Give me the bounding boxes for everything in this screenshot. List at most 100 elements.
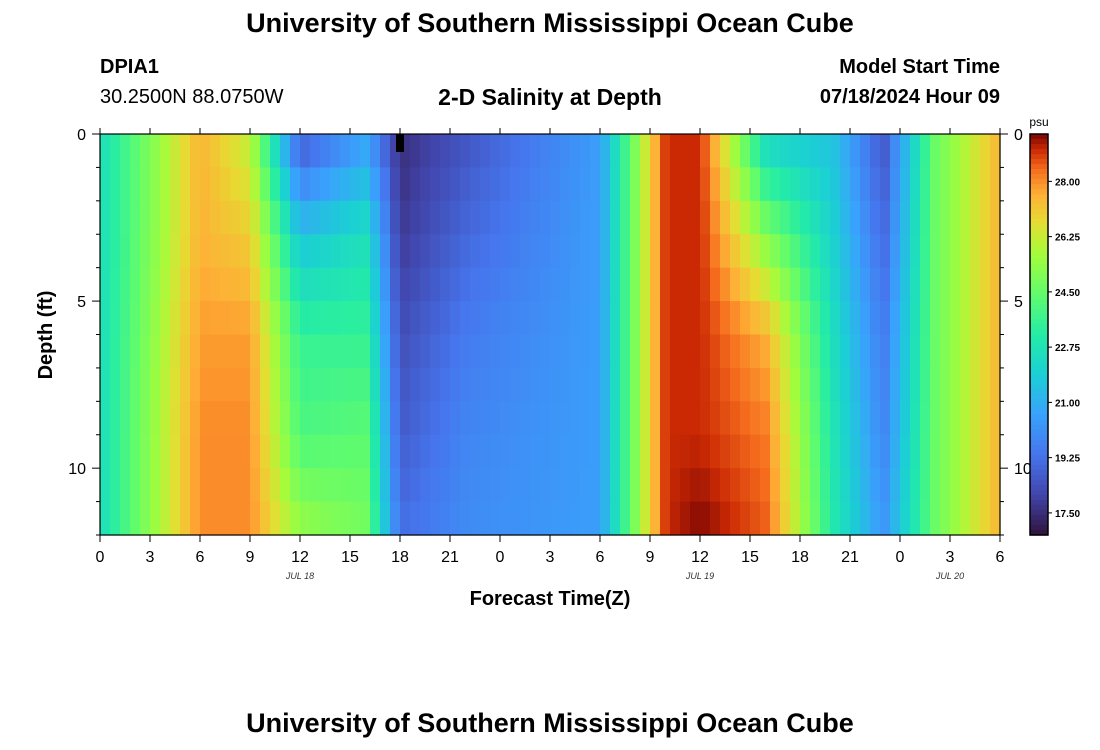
heatmap-cell bbox=[920, 334, 931, 369]
heatmap-cell bbox=[770, 367, 781, 402]
heatmap-cell bbox=[710, 134, 721, 169]
heatmap-cell bbox=[550, 200, 561, 235]
heatmap-cell bbox=[100, 434, 111, 469]
heatmap-cell bbox=[880, 434, 891, 469]
heatmap-cell bbox=[920, 468, 931, 503]
heatmap-cell bbox=[500, 367, 511, 402]
colorbar-segment bbox=[1030, 189, 1048, 195]
heatmap-cell bbox=[650, 434, 661, 469]
heatmap-cell bbox=[850, 234, 861, 269]
heatmap-cell bbox=[750, 501, 761, 536]
heatmap-cell bbox=[680, 200, 691, 235]
heatmap-cell bbox=[700, 334, 711, 369]
heatmap-cell bbox=[660, 200, 671, 235]
heatmap-cell bbox=[260, 200, 271, 235]
heatmap-cell bbox=[860, 334, 871, 369]
heatmap-cell bbox=[260, 134, 271, 169]
x-tick-label: 15 bbox=[741, 549, 759, 566]
heatmap-cell bbox=[190, 200, 201, 235]
heatmap-cell bbox=[750, 401, 761, 436]
heatmap-cell bbox=[200, 401, 211, 436]
colorbar-segment bbox=[1030, 369, 1048, 376]
heatmap-cell bbox=[180, 434, 191, 469]
heatmap-cell bbox=[750, 234, 761, 269]
heatmap-cell bbox=[870, 434, 881, 469]
heatmap-cell bbox=[230, 367, 241, 402]
heatmap-cell bbox=[220, 167, 231, 202]
heatmap-cell bbox=[920, 367, 931, 402]
colorbar-segment bbox=[1030, 234, 1048, 240]
heatmap-cell bbox=[160, 234, 171, 269]
heatmap-cell bbox=[720, 334, 731, 369]
heatmap-cell bbox=[720, 267, 731, 302]
heatmap-cell bbox=[330, 200, 341, 235]
heatmap-cell bbox=[920, 167, 931, 202]
heatmap-cell bbox=[730, 367, 741, 402]
heatmap-cell bbox=[660, 334, 671, 369]
heatmap-cell bbox=[100, 367, 111, 402]
heatmap-cell bbox=[240, 234, 251, 269]
heatmap-cell bbox=[970, 267, 981, 302]
heatmap-cell bbox=[260, 501, 271, 536]
heatmap-cell bbox=[740, 167, 751, 202]
heatmap-cell bbox=[180, 301, 191, 336]
heatmap-cell bbox=[320, 234, 331, 269]
heatmap-cell bbox=[300, 468, 311, 503]
heatmap-cell bbox=[570, 401, 581, 436]
heatmap-cell bbox=[400, 434, 411, 469]
heatmap-cell bbox=[330, 434, 341, 469]
heatmap-cell bbox=[200, 468, 211, 503]
heatmap-cell bbox=[590, 501, 601, 536]
heatmap-cell bbox=[150, 334, 161, 369]
heatmap-cell bbox=[630, 468, 641, 503]
heatmap-cell bbox=[320, 267, 331, 302]
heatmap-cell bbox=[980, 134, 991, 169]
heatmap-cell bbox=[650, 134, 661, 169]
heatmap-cell bbox=[590, 468, 601, 503]
heatmap-cell bbox=[760, 301, 771, 336]
heatmap-cell bbox=[410, 334, 421, 369]
colorbar-segment bbox=[1030, 479, 1048, 486]
heatmap-cell bbox=[390, 468, 401, 503]
heatmap-cell bbox=[520, 134, 531, 169]
heatmap-cell bbox=[380, 301, 391, 336]
heatmap-cell bbox=[350, 367, 361, 402]
heatmap-cell bbox=[190, 334, 201, 369]
heatmap-cell bbox=[290, 401, 301, 436]
heatmap-cell bbox=[240, 401, 251, 436]
heatmap-cell bbox=[510, 134, 521, 169]
heatmap-cell bbox=[710, 434, 721, 469]
heatmap-cell bbox=[750, 367, 761, 402]
heatmap-cell bbox=[210, 468, 221, 503]
heatmap-cell bbox=[410, 267, 421, 302]
heatmap-cell bbox=[770, 267, 781, 302]
heatmap-cell bbox=[360, 334, 371, 369]
heatmap-cell bbox=[540, 334, 551, 369]
heatmap-cell bbox=[410, 434, 421, 469]
heatmap-cell bbox=[750, 468, 761, 503]
heatmap-cell bbox=[840, 401, 851, 436]
heatmap-cell bbox=[930, 334, 941, 369]
colorbar-segment bbox=[1030, 529, 1048, 536]
heatmap-cell bbox=[410, 167, 421, 202]
heatmap-cell bbox=[170, 468, 181, 503]
heatmap-cell bbox=[780, 401, 791, 436]
heatmap-cell bbox=[460, 301, 471, 336]
heatmap-cell bbox=[490, 167, 501, 202]
heatmap-cell bbox=[760, 468, 771, 503]
heatmap-cell bbox=[640, 234, 651, 269]
heatmap-cell bbox=[840, 334, 851, 369]
heatmap-cell bbox=[360, 367, 371, 402]
colorbar: psu 28.00 26.25 24.50 22.75 21.00 19.25 17.50 bbox=[1029, 115, 1080, 536]
heatmap-cell bbox=[170, 367, 181, 402]
heatmap-cell bbox=[220, 134, 231, 169]
heatmap-cell bbox=[860, 301, 871, 336]
heatmap-cell bbox=[740, 301, 751, 336]
heatmap-cell bbox=[730, 134, 741, 169]
heatmap-cell bbox=[510, 301, 521, 336]
heatmap-cell bbox=[320, 367, 331, 402]
heatmap-cell bbox=[890, 200, 901, 235]
heatmap-cell bbox=[290, 167, 301, 202]
heatmap-cell bbox=[860, 134, 871, 169]
heatmap-cell bbox=[210, 234, 221, 269]
